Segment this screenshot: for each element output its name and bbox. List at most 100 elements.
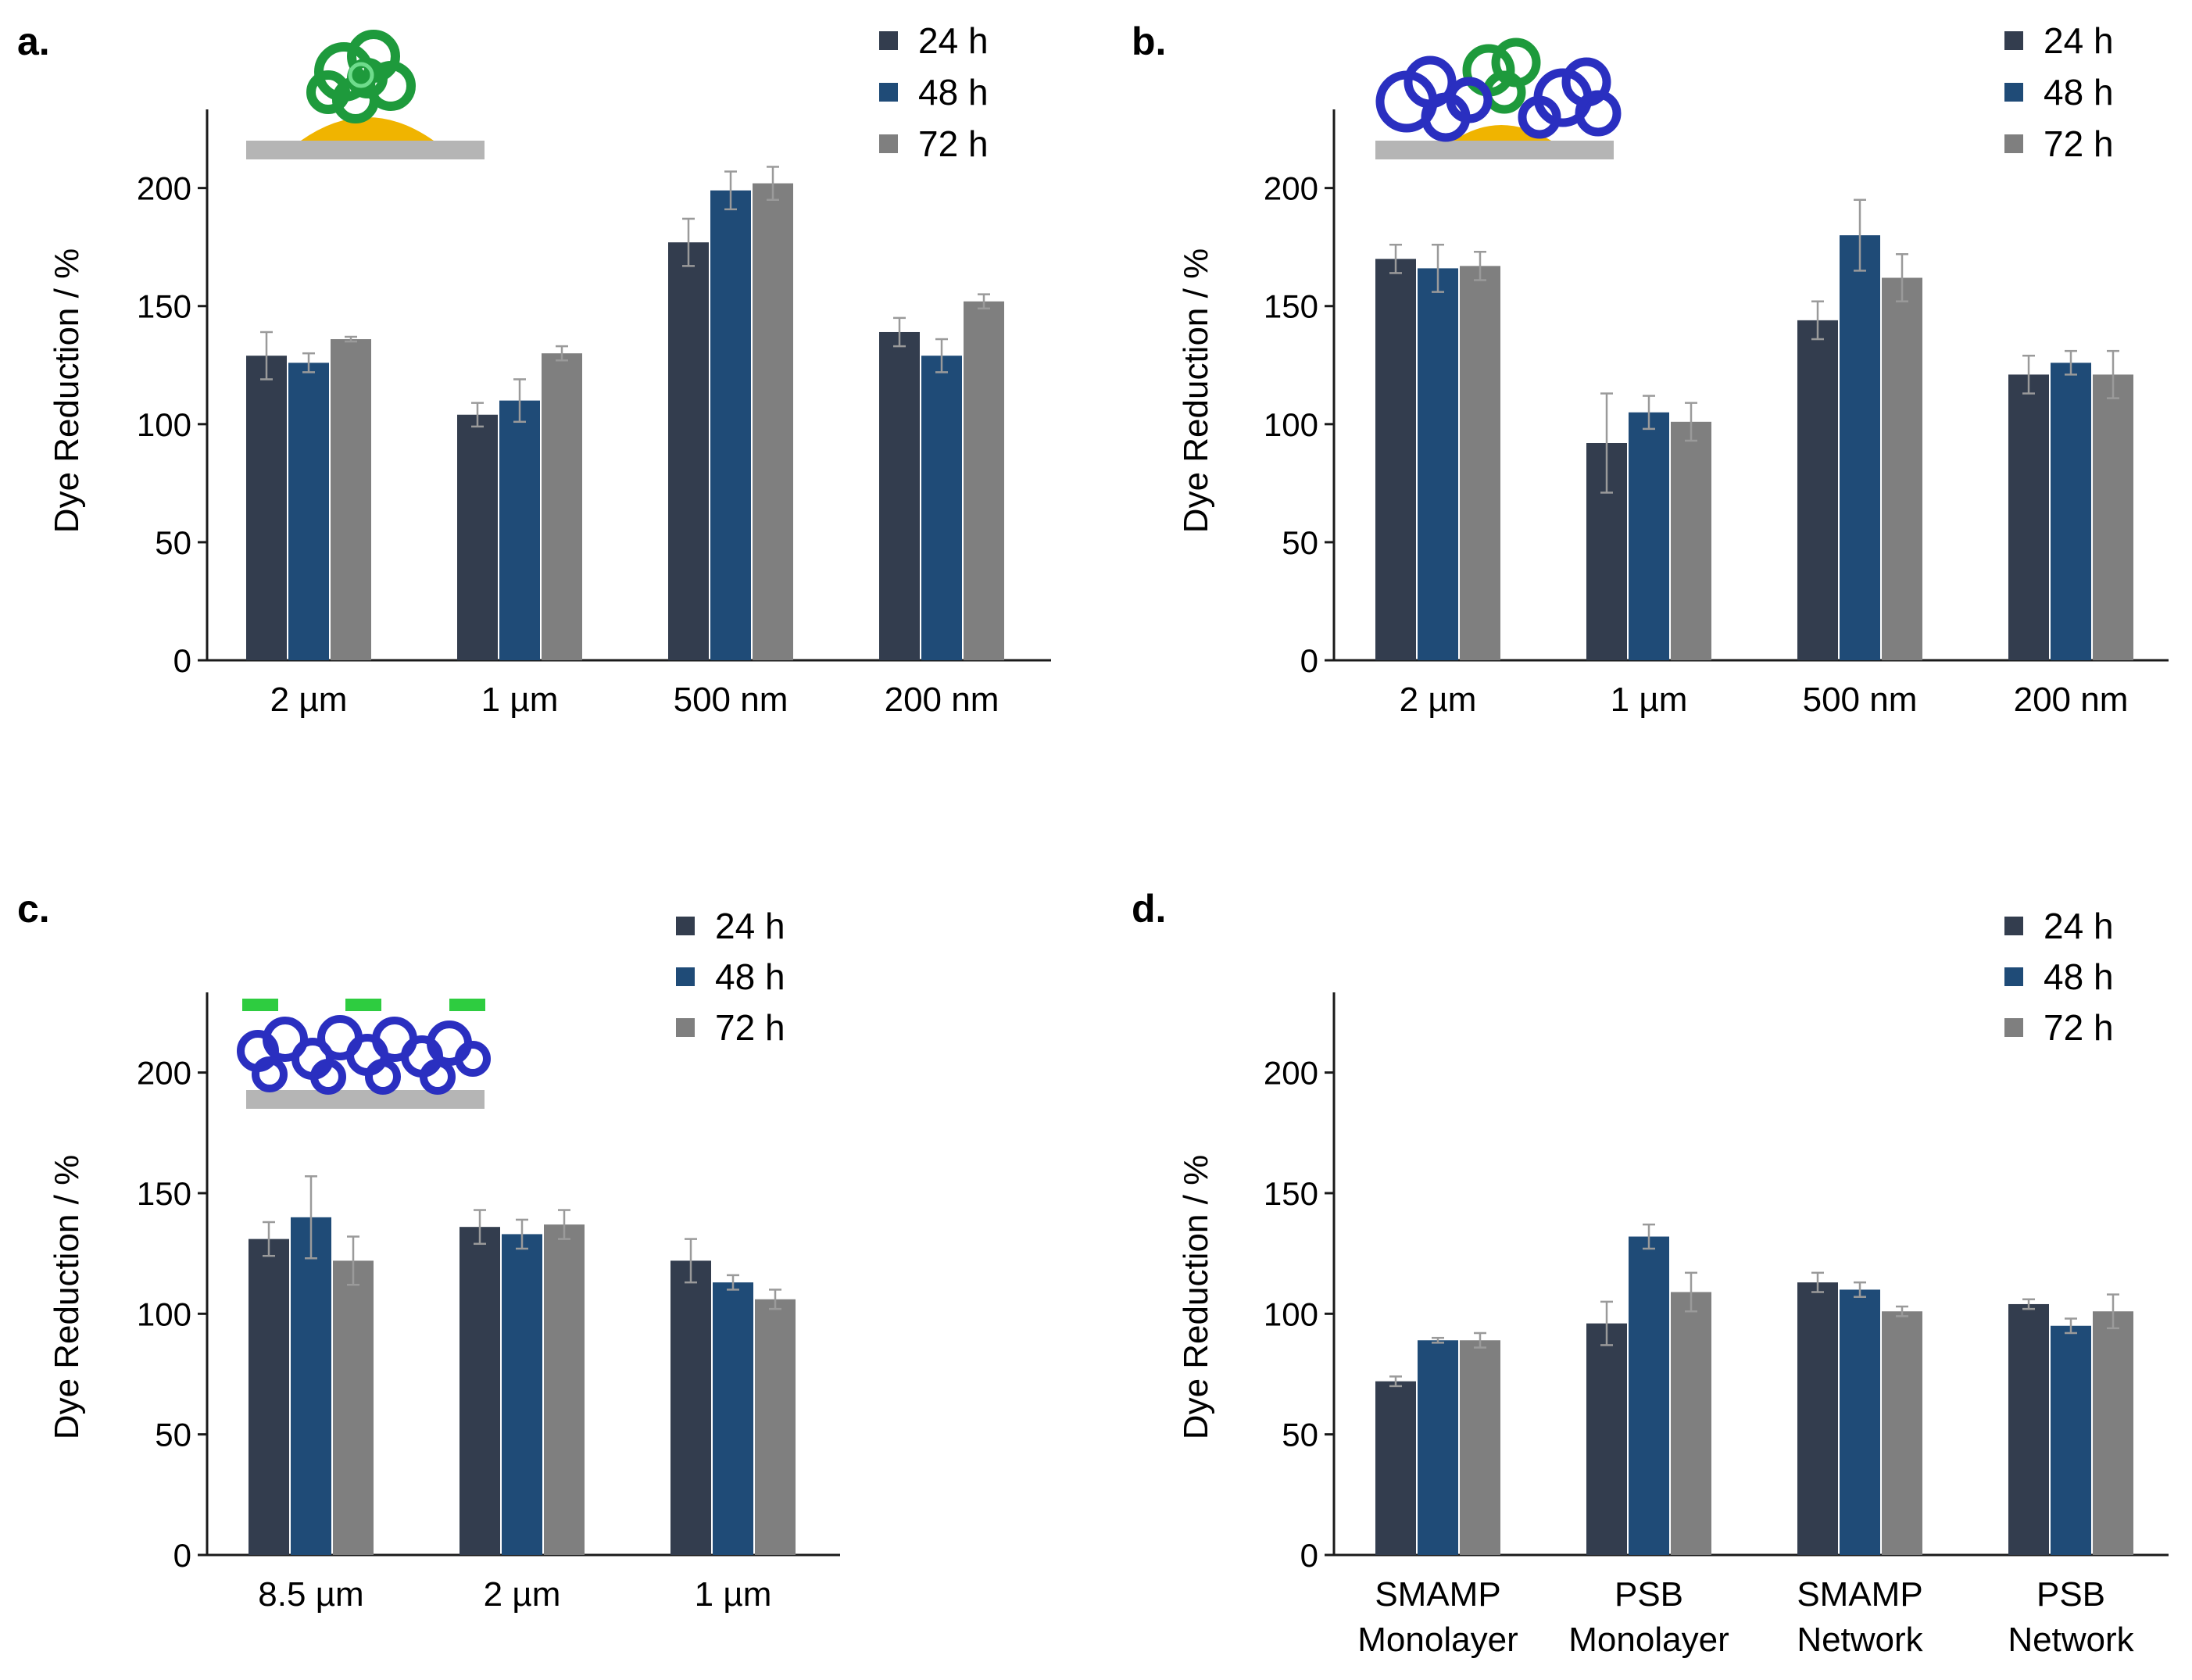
x-tick-label: 500 nm [1803,681,1918,719]
y-tick-label: 200 [1264,170,1318,207]
panel-d: d. 0 50 100 150 200 Dye Reduction / % SMAMP Mono… [1132,887,2169,1659]
x-tick-label: Network [1797,1621,1923,1659]
bar [291,1217,331,1555]
bar [2008,1303,2049,1555]
x-tick-label: Monolayer [1357,1621,1518,1659]
y-axis-label: Dye Reduction / % [48,248,86,533]
panel-letter: d. [1132,887,1166,931]
bar [710,190,751,660]
bar [1460,266,1500,660]
x-tick-label: 200 nm [885,681,999,719]
legend-swatch [879,83,898,102]
bar [333,1260,374,1555]
legend-label: 48 h [2044,72,2114,113]
bar [502,1234,542,1555]
legend-label: 72 h [2044,123,2114,164]
y-tick-label: 100 [1264,1296,1318,1332]
network-loop [455,1041,491,1077]
y-tick-label: 200 [1264,1055,1318,1092]
x-tick-label: PSB [2036,1575,2105,1614]
x-tick-label: SMAMP [1375,1575,1500,1614]
bar [1671,1292,1711,1555]
x-tick-label: 500 nm [674,681,788,719]
bar [668,242,709,660]
x-tick-label: 1 µm [481,681,559,719]
legend-label: 24 h [918,20,989,61]
y-tick-label: 100 [137,406,191,443]
x-tick-label: 1 µm [695,1575,772,1614]
y-tick-label: 200 [137,1055,191,1092]
bar [2093,374,2133,660]
substrate-bar [246,141,485,159]
substrate-bar [1375,141,1614,159]
legend-label: 72 h [918,123,989,164]
x-tick-label: PSB [1614,1575,1683,1614]
legend-swatch [2004,967,2023,986]
substrate-bar [246,1090,485,1109]
gold-mound [1454,125,1551,141]
legend-swatch [2004,917,2023,935]
legend-label: 48 h [715,956,785,997]
bar [753,183,793,660]
bar [1418,268,1458,660]
coil-loop [306,70,350,114]
bar [1840,235,1880,661]
bar [879,331,920,660]
bar [1882,1311,1922,1555]
bar [288,363,329,660]
bar [964,301,1004,660]
bar [1671,421,1711,660]
schematic-illustration-c [237,999,491,1109]
panel-b: b. 0 50 100 150 200 Dye Reduction / % 2 µm 1 µm 5… [1132,20,2169,719]
x-tick-label: 2 µm [484,1575,561,1614]
y-tick-label: 200 [137,170,191,207]
green-bar [345,999,381,1011]
green-coil [306,30,416,123]
y-tick-label: 150 [1264,1175,1318,1212]
legend-swatch [676,917,695,935]
bar [1418,1340,1458,1555]
y-tick-label: 150 [137,1175,191,1212]
y-tick-label: 50 [1282,1417,1318,1453]
y-axis-label: Dye Reduction / % [1177,1155,1215,1439]
bar [921,356,962,660]
bar [331,339,371,660]
network-loop [252,1056,288,1092]
legend-swatch [676,967,695,986]
green-coil [1462,38,1541,114]
bar [2051,363,2091,660]
network-loop [365,1059,401,1095]
legend-swatch [2004,1018,2023,1037]
bar [249,1239,289,1555]
bar [1586,1323,1627,1555]
legend-swatch [2004,31,2023,50]
legend-label: 48 h [2044,956,2114,997]
bar [459,1227,500,1555]
coil-highlight [348,62,374,88]
bar [1840,1289,1880,1555]
schematic-illustration-b [1375,38,1622,159]
bar [1629,1236,1669,1555]
bar [457,414,498,660]
panel-a: a. 0 50 100 150 200 Dye Reduction / % 2 µm 1 µm 5… [17,20,1051,719]
x-tick-label: Monolayer [1568,1621,1729,1659]
legend-label: 48 h [918,72,989,113]
coil-loop [1575,90,1622,137]
green-bar [449,999,485,1011]
x-tick-label: 1 µm [1611,681,1688,719]
y-tick-label: 100 [1264,406,1318,443]
bar [1375,1381,1416,1555]
legend-swatch [2004,83,2023,102]
bar [1797,1282,1838,1555]
bar [544,1224,585,1555]
bar [1375,259,1416,661]
legend-swatch [879,134,898,153]
bar [1797,320,1838,660]
bar [2051,1325,2091,1555]
y-tick-label: 0 [1300,642,1318,679]
y-tick-label: 50 [155,524,191,561]
legend-swatch [879,31,898,50]
x-tick-label: 2 µm [1400,681,1477,719]
legend-label: 72 h [715,1007,785,1048]
x-tick-label: Network [2008,1621,2134,1659]
